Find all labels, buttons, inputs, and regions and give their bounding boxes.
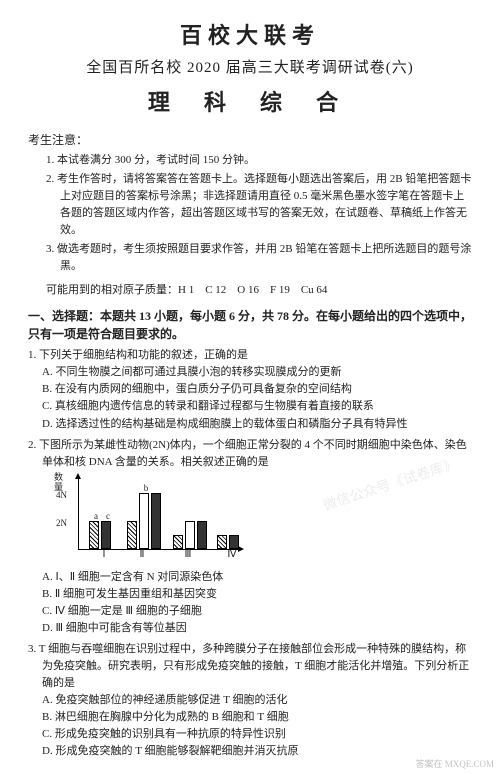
q2-stem: 2. 下图所示为某雌性动物(2N)体内，一个细胞正常分裂的 4 个不同时期细胞中… <box>28 437 472 471</box>
q2-opt-d: D. Ⅲ 细胞中可能含有等位基因 <box>28 620 472 637</box>
notice-list: 1. 本试卷满分 300 分，考试时间 150 分钟。 2. 考生作答时，请将答… <box>28 152 472 275</box>
question-1: 1. 下列关于细胞结构和功能的叙述，正确的是 A. 不同生物膜之间都可通过具膜小… <box>28 347 472 432</box>
q3-opt-d: D. 形成免疫突触的 T 细胞能够裂解靶细胞并消灭抗原 <box>28 743 472 760</box>
question-3: 3. T 细胞与吞噬细胞在识别过程中，多种跨膜分子在接触部位会形成一种特殊的膜结… <box>28 641 472 760</box>
x-arrow-icon <box>238 546 244 552</box>
q1-opt-c: C. 真核细胞内遗传信息的转录和翻译过程都与生物膜有着直接的联系 <box>28 398 472 415</box>
bar: b <box>139 493 149 549</box>
q2-opt-a: A. Ⅰ、Ⅱ 细胞一定含有 N 对同源染色体 <box>28 569 472 586</box>
q3-opt-c: C. 形成免疫突触的识别具有一种抗原的特异性识别 <box>28 726 472 743</box>
section-title: 一、选择题：本题共 13 小题，每小题 6 分，共 78 分。在每小题给出的四个… <box>28 307 472 343</box>
q2-opt-b: B. Ⅱ 细胞可发生基因重组和基因突变 <box>28 586 472 603</box>
chart-axes: a c Ⅰ b Ⅱ Ⅲ <box>78 479 239 550</box>
bar-chart: 数 量 a c Ⅰ b Ⅱ <box>56 475 246 565</box>
q2-opt-c: C. Ⅳ 细胞一定是 Ⅲ 细胞的子细胞 <box>28 603 472 620</box>
q1-opt-a: A. 不同生物膜之间都可通过具膜小泡的转移实现膜成分的更新 <box>28 364 472 381</box>
main-title: 百校大联考 <box>28 18 472 50</box>
question-2: 2. 下图所示为某雌性动物(2N)体内，一个细胞正常分裂的 4 个不同时期细胞中… <box>28 437 472 637</box>
q3-stem: 3. T 细胞与吞噬细胞在识别过程中，多种跨膜分子在接触部位会形成一种特殊的膜结… <box>28 641 472 692</box>
bar <box>185 521 195 549</box>
bar-label: c <box>102 510 114 524</box>
xtick: Ⅲ <box>173 547 203 563</box>
subject-title: 理 科 综 合 <box>28 85 472 117</box>
bar: c <box>101 521 111 549</box>
q1-opt-b: B. 在没有内质网的细胞中，蛋白质分子仍可具备复杂的空间结构 <box>28 381 472 398</box>
bar <box>151 493 161 549</box>
exam-page: 百校大联考 全国百所名校 2020 届高三大联考调研试卷(六) 理 科 综 合 … <box>0 0 500 774</box>
xtick: Ⅱ <box>127 547 157 563</box>
bar <box>197 521 207 549</box>
bar <box>127 521 137 549</box>
ytick-4n: 4N <box>56 489 67 503</box>
q1-opt-d: D. 选择透过性的结构基础是构成细胞膜上的载体蛋白和磷脂分子具有特异性 <box>28 416 472 433</box>
notice-title: 考生注意： <box>28 131 472 148</box>
xtick: Ⅰ <box>89 547 119 563</box>
atomic-mass: 可能用到的相对原子质量：H 1 C 12 O 16 F 19 Cu 64 <box>28 281 472 297</box>
sub-title: 全国百所名校 2020 届高三大联考调研试卷(六) <box>28 56 472 77</box>
q3-opt-b: B. 淋巴细胞在胸腺中分化为成熟的 B 细胞和 T 细胞 <box>28 709 472 726</box>
notice-item: 1. 本试卷满分 300 分，考试时间 150 分钟。 <box>46 152 472 169</box>
q3-opt-a: A. 免疫突触部位的神经递质能够促进 T 细胞的活化 <box>28 692 472 709</box>
notice-item: 2. 考生作答时，请将答案答在答题卡上。选择题每小题选出答案后，用 2B 铅笔把… <box>46 171 472 239</box>
ytick-2n: 2N <box>56 517 67 531</box>
footer-mark: 答案在 MXQE.COM <box>415 757 494 770</box>
q1-stem: 1. 下列关于细胞结构和功能的叙述，正确的是 <box>28 347 472 364</box>
notice-item: 3. 做选考题时，考生须按照题目要求作答，并用 2B 铅笔在答题卡上把所选题目的… <box>46 241 472 275</box>
bar: a <box>89 521 99 549</box>
